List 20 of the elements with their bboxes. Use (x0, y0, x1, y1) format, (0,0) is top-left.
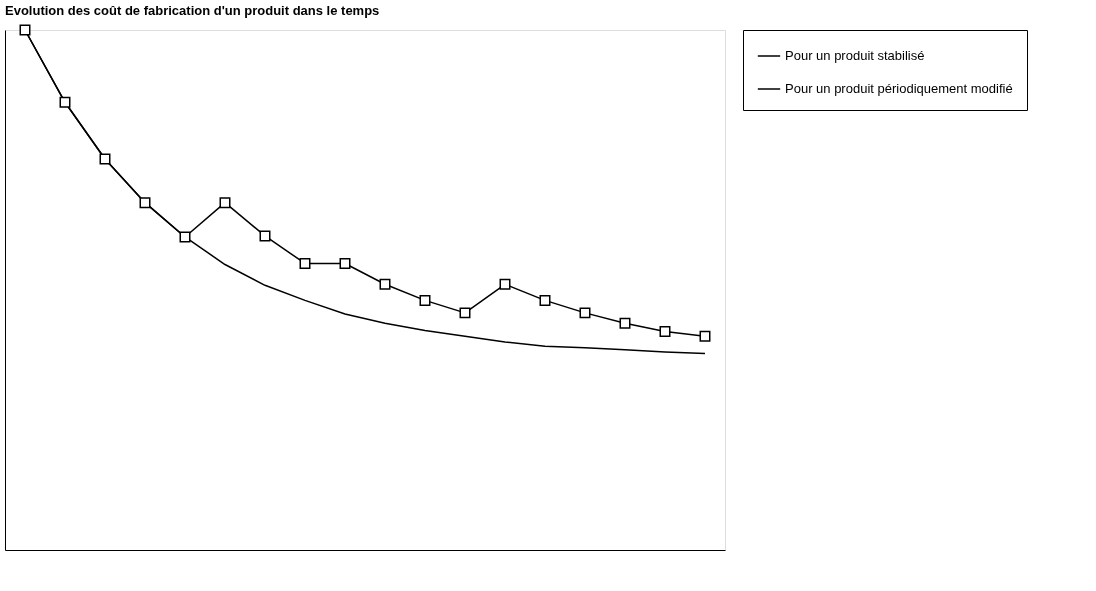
point (699, 330, 711, 342)
point (219, 197, 231, 209)
point (539, 294, 551, 306)
legend-label: Pour un produit périodiquement modifié (785, 81, 1013, 96)
chart-title: Evolution des coût de fabrication d'un produit dans le temps (5, 3, 380, 19)
point (99, 153, 111, 165)
point (179, 231, 191, 243)
point (139, 197, 151, 209)
point (419, 294, 431, 306)
point (339, 257, 351, 269)
point (299, 257, 311, 269)
point (259, 230, 271, 242)
point (659, 326, 671, 338)
point (459, 307, 471, 319)
point (579, 307, 591, 319)
point (619, 317, 631, 329)
point (499, 278, 511, 290)
point (379, 278, 391, 290)
legend-label: Pour un produit stabilisé (785, 48, 925, 63)
point (59, 96, 71, 108)
